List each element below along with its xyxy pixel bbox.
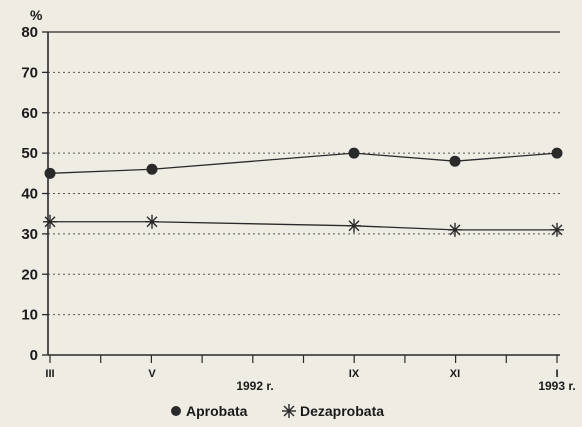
series-line-dezaprobata	[50, 221, 557, 231]
y-tick-label-30: 30	[21, 226, 38, 243]
x-tick-label-IX: IX	[349, 368, 360, 380]
data-point-dezaprobata-IX	[347, 218, 361, 233]
y-axis-unit-label: %	[30, 7, 43, 23]
legend: Aprobata Dezaprobata	[171, 403, 384, 419]
y-tick-label-20: 20	[21, 266, 38, 283]
legend-label-aprobata: Aprobata	[186, 403, 248, 419]
x-year-label-1: 1993 r.	[538, 379, 575, 393]
gridlines	[48, 71, 560, 316]
y-tick-label-80: 80	[21, 24, 38, 41]
y-tick-label-70: 70	[21, 64, 38, 81]
x-tick-label-III: III	[45, 368, 54, 380]
data-point-dezaprobata-III	[43, 214, 57, 229]
y-tick-label-60: 60	[21, 105, 38, 122]
legend-label-dezaprobata: Dezaprobata	[300, 403, 384, 419]
y-tick-label-10: 10	[21, 307, 38, 324]
legend-marker-aprobata	[171, 406, 181, 416]
series-line-aprobata	[49, 152, 558, 174]
y-tick-label-40: 40	[21, 186, 38, 203]
x-axis-ticks: III V IX XI I 1992 r. 1993 r.	[45, 355, 576, 393]
data-point-aprobata-XI	[449, 155, 461, 167]
data-point-aprobata-IX	[348, 147, 360, 159]
y-tick-label-0: 0	[30, 347, 38, 364]
x-tick-label-XI: XI	[450, 368, 460, 380]
series-group	[43, 147, 564, 237]
y-axis-ticks: 0 10 20 30 40 50 60 70 80	[21, 24, 48, 364]
legend-marker-dezaprobata	[282, 404, 296, 418]
y-tick-label-50: 50	[21, 145, 38, 162]
data-point-dezaprobata-V	[145, 214, 159, 229]
data-point-aprobata-III	[44, 167, 56, 179]
data-point-dezaprobata-I	[550, 222, 564, 237]
x-year-label-0: 1992 r.	[236, 379, 273, 393]
data-point-aprobata-V	[146, 163, 158, 175]
x-tick-label-I: I	[555, 368, 558, 380]
data-point-dezaprobata-XI	[448, 222, 462, 237]
data-point-aprobata-I	[551, 147, 563, 159]
x-tick-label-V: V	[148, 368, 156, 380]
